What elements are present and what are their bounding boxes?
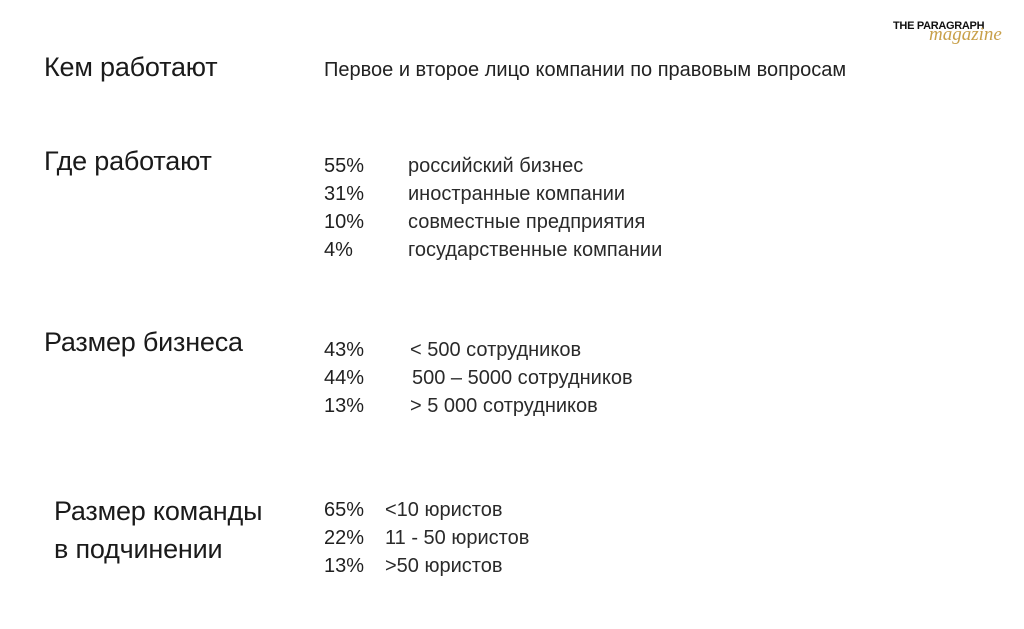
item-label: <10 юристов [385, 499, 503, 521]
percent-value: 4% [324, 239, 353, 261]
percent-value: 10% [324, 211, 365, 233]
item-label: 11 - 50 юристов [385, 527, 530, 549]
item-label: < 500 сотрудников [410, 339, 582, 361]
percent-value: 65% [324, 499, 365, 521]
who-heading: Кем работают [44, 52, 218, 82]
team-size-heading: Размер команды в подчинении [54, 492, 262, 568]
item-label: 500 – 5000 сотрудников [412, 367, 633, 389]
business-size-heading: Размер бизнеса [44, 327, 243, 357]
percent-value: 31% [324, 183, 365, 205]
item-label: совместные предприятия [408, 211, 646, 233]
logo-wordmark: THE PARAGRAPH [893, 20, 985, 32]
item-label: иностранные компании [408, 183, 626, 205]
magazine-logo: THE PARAGRAPH magazine [893, 20, 1013, 50]
who-value: Первое и второе лицо компании по правовы… [324, 59, 847, 81]
item-label: российский бизнес [408, 155, 584, 177]
item-label: > 5 000 сотрудников [410, 395, 598, 417]
percent-value: 13% [324, 555, 365, 577]
percent-value: 13% [324, 395, 365, 417]
percent-value: 22% [324, 527, 365, 549]
percent-value: 43% [324, 339, 365, 361]
where-heading: Где работают [44, 146, 212, 176]
team-size-heading-line2: в подчинении [54, 534, 223, 564]
logo-script: magazine [929, 24, 1002, 45]
item-label: >50 юристов [385, 555, 503, 577]
percent-value: 44% [324, 367, 365, 389]
team-size-heading-line1: Размер команды [54, 496, 263, 526]
item-label: государственные компании [408, 239, 663, 261]
percent-value: 55% [324, 155, 365, 177]
